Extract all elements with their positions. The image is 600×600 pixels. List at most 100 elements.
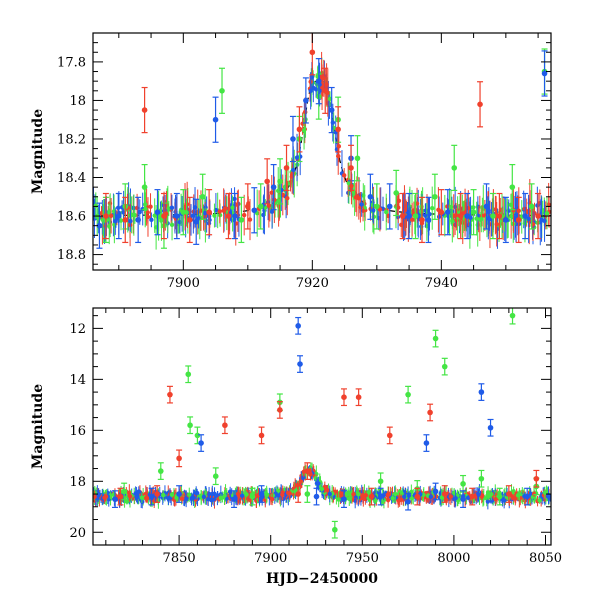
cloud-point — [418, 209, 424, 214]
cloud-point — [244, 492, 249, 497]
data-point — [328, 107, 335, 113]
cloud-point — [149, 217, 154, 223]
data-point — [509, 184, 516, 190]
cloud-point — [436, 214, 442, 219]
data-point — [199, 193, 206, 200]
cloud-point — [152, 213, 157, 218]
y-tick-label: 18 — [69, 475, 86, 490]
y-tick-label: 18 — [69, 94, 86, 109]
data-point — [315, 78, 322, 84]
cloud-point — [325, 488, 330, 493]
cloud-point — [465, 495, 471, 500]
data-point — [154, 209, 161, 215]
cloud-point — [526, 216, 531, 222]
cloud-point — [148, 204, 153, 209]
data-point — [355, 394, 362, 400]
data-point — [524, 493, 530, 500]
data-point — [496, 493, 503, 500]
cloud-point — [291, 167, 296, 173]
cloud-point — [201, 494, 207, 500]
data-point — [496, 213, 503, 219]
data-point — [277, 407, 283, 413]
cloud-point — [269, 190, 274, 195]
cloud-point — [501, 498, 507, 503]
data-point — [249, 493, 256, 500]
y-tick-label: 18.6 — [57, 210, 86, 225]
data-point — [335, 126, 341, 133]
data-point — [322, 88, 329, 94]
top-panel: 7900 7920 7940 17.8 18 18.2 18.4 18.6 18.8 Magnit… — [30, 32, 552, 291]
data-point — [141, 184, 148, 190]
cloud-point — [336, 144, 342, 149]
data-point — [232, 213, 238, 219]
cloud-point — [430, 205, 435, 211]
data-point — [478, 475, 485, 482]
cloud-point — [239, 493, 245, 498]
cloud-point — [139, 495, 145, 500]
cloud-point — [485, 493, 490, 498]
axes-frame — [92, 307, 552, 546]
cloud-point — [448, 494, 454, 499]
data-point — [469, 493, 476, 500]
cloud-point — [439, 495, 444, 500]
x-tick-label: 8000 — [437, 551, 470, 566]
cloud-point — [169, 492, 175, 498]
cloud-point — [326, 101, 331, 106]
data-point — [341, 496, 347, 502]
cloud-point — [479, 216, 484, 222]
cloud-point — [212, 213, 217, 218]
cloud-point — [479, 494, 484, 499]
data-point — [117, 493, 124, 500]
x-tick-label: 7850 — [163, 551, 196, 566]
data-point — [354, 155, 361, 162]
data-point — [332, 526, 338, 533]
cloud-point — [223, 206, 228, 211]
cloud-point — [515, 493, 521, 498]
data-point — [187, 422, 193, 429]
cloud-point — [347, 496, 352, 502]
x-tick-label: 7900 — [167, 276, 200, 291]
data-point — [377, 478, 384, 485]
cloud-point — [359, 202, 364, 207]
cloud-point — [428, 494, 434, 499]
data-point — [225, 213, 232, 219]
data-point — [297, 361, 303, 367]
cloud-point — [115, 205, 121, 211]
data-point — [148, 493, 155, 500]
data-point — [96, 222, 103, 229]
cloud-point — [336, 497, 341, 502]
bottom-panel: 7850 7900 7950 8000 8050 12 14 16 18 20 Magnitude H… — [30, 307, 562, 587]
cloud-point — [397, 497, 402, 502]
cloud-point — [342, 173, 347, 178]
cloud-point — [476, 492, 481, 497]
cloud-point — [287, 491, 293, 496]
data-point — [257, 203, 264, 210]
cloud-point — [385, 493, 390, 498]
y-tick-label: 12 — [69, 322, 86, 337]
axes-frame — [92, 32, 552, 271]
data-point — [270, 184, 277, 190]
data-point — [283, 165, 290, 171]
cloud-point — [191, 495, 196, 500]
data-point — [154, 491, 160, 497]
data-point — [470, 209, 477, 215]
cloud-point — [302, 109, 308, 115]
cloud-point — [95, 493, 101, 498]
data-point — [441, 491, 448, 497]
data-point — [483, 203, 490, 210]
cloud-point — [159, 218, 164, 223]
cloud-point — [308, 88, 313, 93]
data-point — [121, 488, 127, 495]
cloud-point — [319, 486, 325, 492]
data-point — [303, 97, 309, 104]
data-point — [116, 213, 122, 219]
data-point — [490, 213, 496, 219]
cloud-point — [285, 195, 290, 201]
cloud-point — [409, 496, 415, 501]
data-point — [399, 213, 406, 219]
data-point — [457, 213, 464, 219]
data-point — [425, 217, 432, 223]
cloud-point — [314, 481, 320, 486]
data-point — [535, 213, 541, 219]
